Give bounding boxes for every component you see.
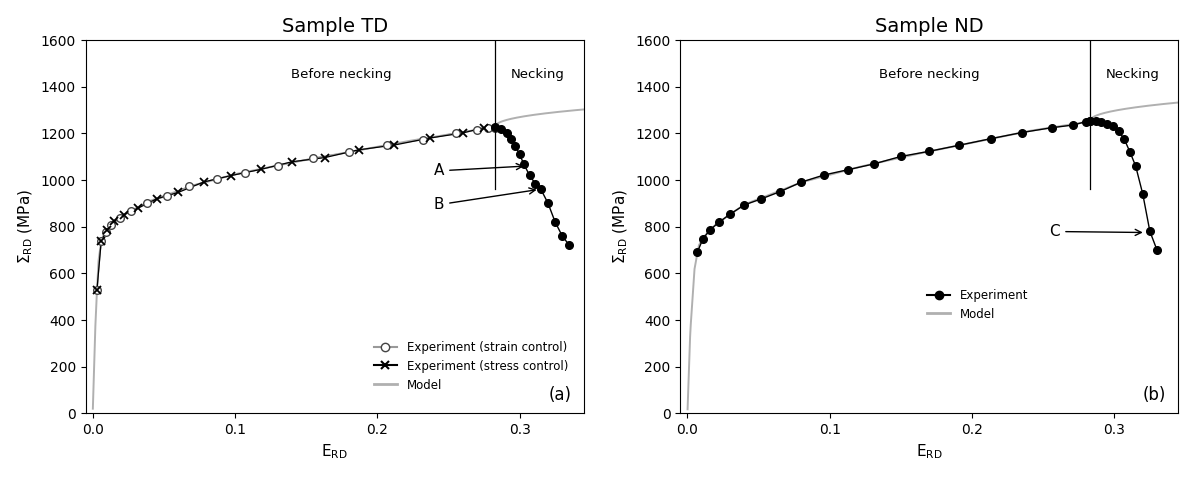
Text: Before necking: Before necking xyxy=(292,68,392,81)
Legend: Experiment, Model: Experiment, Model xyxy=(923,284,1032,326)
Title: Sample TD: Sample TD xyxy=(282,17,387,36)
Text: Necking: Necking xyxy=(1105,68,1159,81)
Text: Necking: Necking xyxy=(511,68,565,81)
Text: A: A xyxy=(434,163,522,178)
Text: C: C xyxy=(1049,224,1141,239)
Y-axis label: $\Sigma_{\mathrm{RD}}$ (MPa): $\Sigma_{\mathrm{RD}}$ (MPa) xyxy=(17,189,35,264)
Y-axis label: $\Sigma_{\mathrm{RD}}$ (MPa): $\Sigma_{\mathrm{RD}}$ (MPa) xyxy=(612,189,630,264)
Text: Before necking: Before necking xyxy=(880,68,980,81)
X-axis label: $\mathrm{E_{RD}}$: $\mathrm{E_{RD}}$ xyxy=(917,443,943,461)
Legend: Experiment (strain control), Experiment (stress control), Model: Experiment (strain control), Experiment … xyxy=(369,336,572,396)
X-axis label: $\mathrm{E_{RD}}$: $\mathrm{E_{RD}}$ xyxy=(321,443,348,461)
Title: Sample ND: Sample ND xyxy=(875,17,983,36)
Text: (b): (b) xyxy=(1142,386,1166,404)
Text: B: B xyxy=(434,188,535,212)
Text: (a): (a) xyxy=(549,386,571,404)
